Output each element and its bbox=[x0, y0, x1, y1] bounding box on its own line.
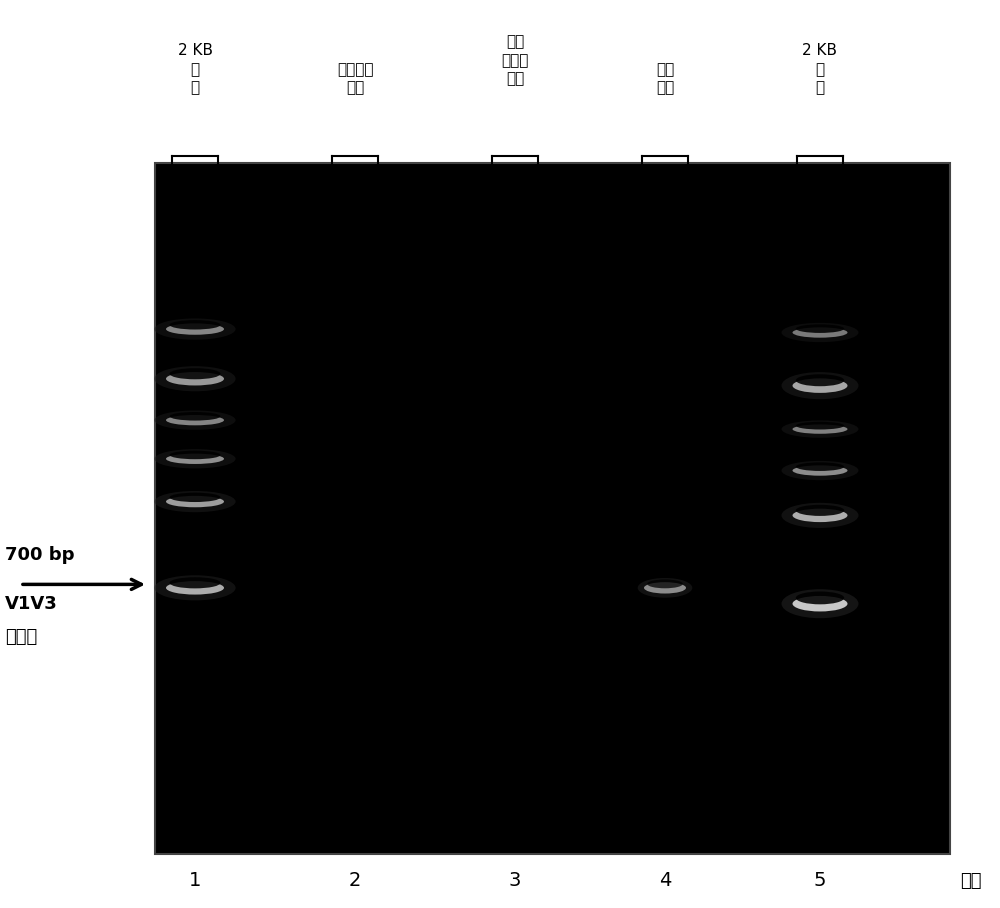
Ellipse shape bbox=[169, 368, 221, 380]
Ellipse shape bbox=[166, 454, 224, 464]
Ellipse shape bbox=[166, 581, 224, 595]
Ellipse shape bbox=[792, 379, 848, 393]
Ellipse shape bbox=[796, 422, 844, 429]
Ellipse shape bbox=[792, 508, 848, 522]
Ellipse shape bbox=[638, 578, 692, 597]
Text: 1: 1 bbox=[189, 872, 201, 890]
Ellipse shape bbox=[166, 323, 224, 335]
Text: 扩增子: 扩增子 bbox=[5, 628, 37, 646]
Text: 仅非
特异性
引物: 仅非 特异性 引物 bbox=[501, 35, 529, 86]
Ellipse shape bbox=[792, 424, 848, 434]
Ellipse shape bbox=[154, 366, 236, 391]
Ellipse shape bbox=[796, 591, 844, 605]
Bar bbox=[155, 163, 950, 854]
Text: 4: 4 bbox=[659, 872, 671, 890]
Ellipse shape bbox=[792, 465, 848, 476]
Text: 3: 3 bbox=[509, 872, 521, 890]
Text: 2 KB
梯
度: 2 KB 梯 度 bbox=[802, 44, 838, 95]
Ellipse shape bbox=[154, 319, 236, 340]
Ellipse shape bbox=[792, 328, 848, 338]
Ellipse shape bbox=[644, 582, 686, 594]
Ellipse shape bbox=[154, 449, 236, 469]
Text: 泳道: 泳道 bbox=[960, 872, 982, 890]
Ellipse shape bbox=[796, 505, 844, 516]
Ellipse shape bbox=[166, 496, 224, 508]
Ellipse shape bbox=[166, 372, 224, 386]
Ellipse shape bbox=[154, 410, 236, 429]
Ellipse shape bbox=[154, 491, 236, 512]
Ellipse shape bbox=[166, 415, 224, 425]
Text: 2 KB
梯
度: 2 KB 梯 度 bbox=[178, 44, 212, 95]
Ellipse shape bbox=[782, 503, 858, 528]
Ellipse shape bbox=[169, 493, 221, 502]
Ellipse shape bbox=[782, 461, 858, 480]
Text: 仅特异性
引物: 仅特异性 引物 bbox=[337, 62, 373, 95]
Text: 2: 2 bbox=[349, 872, 361, 890]
Text: 700 bp: 700 bp bbox=[5, 547, 74, 565]
Ellipse shape bbox=[782, 589, 858, 618]
Text: 5: 5 bbox=[814, 872, 826, 890]
Ellipse shape bbox=[169, 412, 221, 420]
Ellipse shape bbox=[647, 579, 683, 588]
Ellipse shape bbox=[169, 577, 221, 588]
Ellipse shape bbox=[169, 450, 221, 459]
Text: 两种
引物: 两种 引物 bbox=[656, 62, 674, 95]
Ellipse shape bbox=[169, 321, 221, 330]
Ellipse shape bbox=[792, 596, 848, 611]
Ellipse shape bbox=[796, 374, 844, 386]
Ellipse shape bbox=[782, 372, 858, 400]
Ellipse shape bbox=[782, 323, 858, 342]
Ellipse shape bbox=[796, 324, 844, 333]
Text: V1V3: V1V3 bbox=[5, 596, 58, 613]
Ellipse shape bbox=[782, 420, 858, 438]
Ellipse shape bbox=[796, 462, 844, 471]
Ellipse shape bbox=[154, 576, 236, 600]
